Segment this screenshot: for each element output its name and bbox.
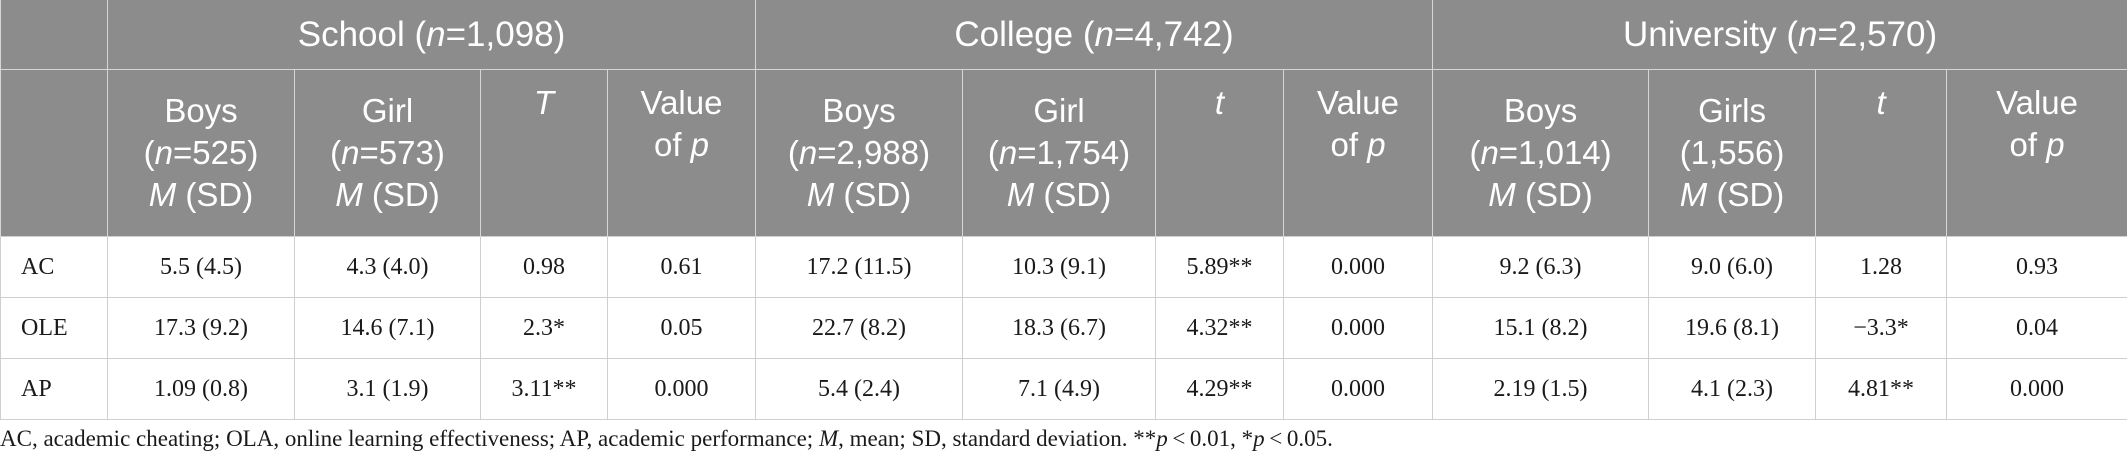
table-cell: 4.3 (4.0) xyxy=(294,236,481,298)
header-school-girl: Girl (n=573) M (SD) xyxy=(294,69,481,237)
header-university-stat: t xyxy=(1815,69,1948,237)
group-header-college: College (n=4,742) xyxy=(754,0,1434,70)
table-cell: 9.0 (6.0) xyxy=(1648,236,1817,298)
table-row: AC 5.5 (4.5) 4.3 (4.0) 0.98 0.61 17.2 (1… xyxy=(0,236,2127,298)
header-university-girls: Girls (1,556) M (SD) xyxy=(1648,69,1817,237)
table-row: AP 1.09 (0.8) 3.1 (1.9) 3.11** 0.000 5.4… xyxy=(0,358,2127,420)
table-cell: 5.4 (2.4) xyxy=(755,358,963,420)
corner-cell-sub xyxy=(0,69,108,237)
group-header-school: School (n=1,098) xyxy=(107,0,756,70)
table-cell: 0.61 xyxy=(607,236,756,298)
row-label: AC xyxy=(0,236,108,298)
header-college-girl: Girl (n=1,754) M (SD) xyxy=(962,69,1156,237)
table-cell: 17.3 (9.2) xyxy=(107,297,295,359)
table-cell: 0.000 xyxy=(607,358,756,420)
table-cell: 15.1 (8.2) xyxy=(1432,297,1650,359)
table-cell: 2.19 (1.5) xyxy=(1432,358,1650,420)
header-university-pvalue: Value of p xyxy=(1946,69,2127,237)
table-cell: 4.1 (2.3) xyxy=(1648,358,1817,420)
header-college-boys: Boys (n=2,988) M (SD) xyxy=(755,69,963,237)
table-cell: 5.5 (4.5) xyxy=(107,236,295,298)
table-cell: 1.28 xyxy=(1815,236,1948,298)
sub-header-row: Boys (n=525) M (SD) Girl (n=573) M (SD) … xyxy=(0,69,2127,237)
corner-cell xyxy=(0,0,108,70)
table-footnote: AC, academic cheating; OLA, online learn… xyxy=(0,426,1333,451)
header-college-pvalue: Value of p xyxy=(1282,69,1434,237)
table-cell: 0.000 xyxy=(1282,297,1434,359)
table-cell: 0.000 xyxy=(1946,358,2127,420)
group-header-university: University (n=2,570) xyxy=(1432,0,2127,70)
table-cell: 0.000 xyxy=(1282,236,1434,298)
table-cell: 0.04 xyxy=(1946,297,2127,359)
table-cell: 22.7 (8.2) xyxy=(755,297,963,359)
header-university-boys: Boys (n=1,014) M (SD) xyxy=(1432,69,1650,237)
table-cell: 14.6 (7.1) xyxy=(294,297,481,359)
table-cell: 5.89** xyxy=(1155,236,1284,298)
table-cell: 0.05 xyxy=(607,297,756,359)
group-header-row: School (n=1,098) College (n=4,742) Unive… xyxy=(0,0,2127,70)
table-cell: 4.29** xyxy=(1155,358,1284,420)
table-cell: 0.93 xyxy=(1946,236,2127,298)
table-cell: 3.1 (1.9) xyxy=(294,358,481,420)
table-cell: 18.3 (6.7) xyxy=(962,297,1156,359)
header-school-pvalue: Value of p xyxy=(607,69,756,237)
table-cell: 4.32** xyxy=(1155,297,1284,359)
table-cell: 9.2 (6.3) xyxy=(1432,236,1650,298)
table-cell: 0.000 xyxy=(1282,358,1434,420)
table-row: OLE 17.3 (9.2) 14.6 (7.1) 2.3* 0.05 22.7… xyxy=(0,297,2127,359)
table-cell: 10.3 (9.1) xyxy=(962,236,1156,298)
table-cell: 0.98 xyxy=(480,236,608,298)
header-school-stat: T xyxy=(480,69,608,237)
table-cell: 1.09 (0.8) xyxy=(107,358,295,420)
table-cell: 2.3* xyxy=(480,297,608,359)
table-cell: 19.6 (8.1) xyxy=(1648,297,1817,359)
table-cell: 3.11** xyxy=(480,358,608,420)
table-cell: 4.81** xyxy=(1815,358,1948,420)
table-cell: 17.2 (11.5) xyxy=(755,236,963,298)
table-cell: 7.1 (4.9) xyxy=(962,358,1156,420)
header-college-stat: t xyxy=(1155,69,1284,237)
results-table: School (n=1,098) College (n=4,742) Unive… xyxy=(0,0,2127,420)
row-label: OLE xyxy=(0,297,108,359)
row-label: AP xyxy=(0,358,108,420)
table-cell: −3.3* xyxy=(1815,297,1948,359)
header-school-boys: Boys (n=525) M (SD) xyxy=(107,69,295,237)
